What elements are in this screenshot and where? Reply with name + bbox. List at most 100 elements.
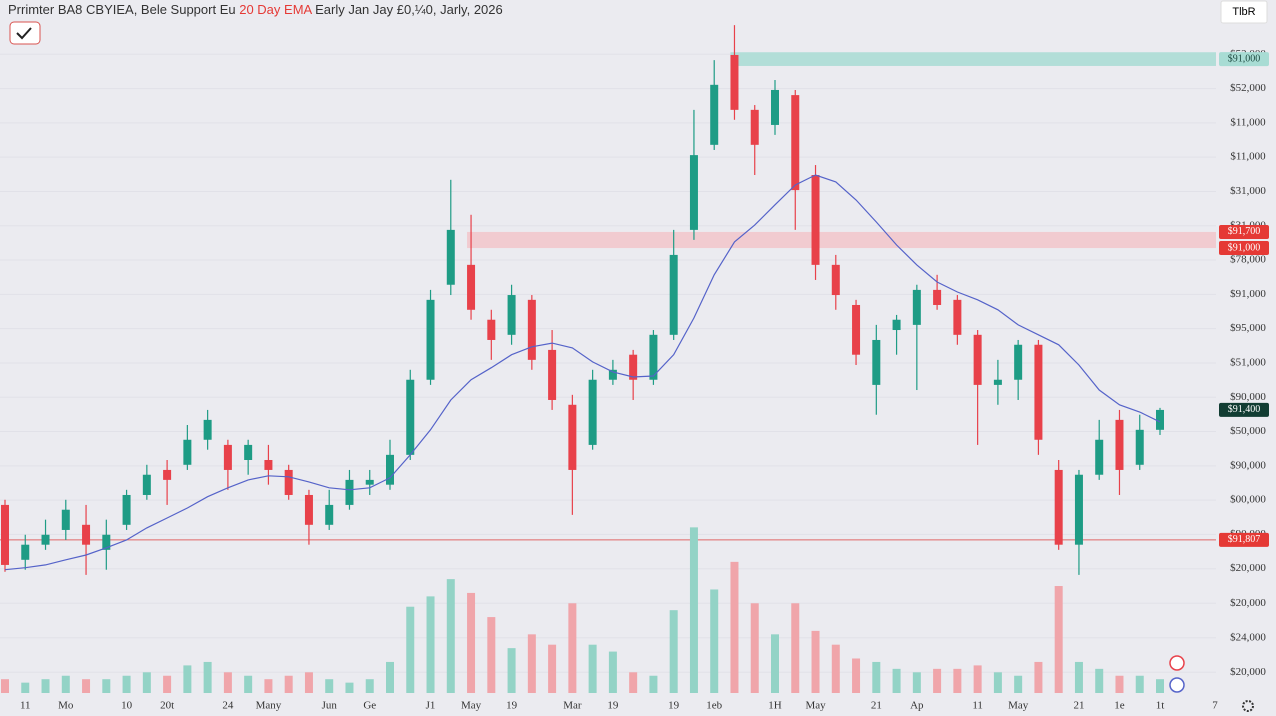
candle-body	[933, 289, 942, 305]
volume-bar	[365, 679, 374, 693]
y-tick-label: $91,000	[1230, 288, 1266, 300]
top-button[interactable]	[1220, 0, 1268, 24]
volume-bar	[406, 606, 415, 693]
volume-bar	[183, 665, 192, 693]
candle-body	[386, 454, 394, 485]
candle-body	[203, 419, 212, 440]
volume-bar	[386, 661, 394, 693]
candle-body	[852, 304, 861, 355]
volume-tick-label: $20,000	[1230, 666, 1266, 678]
settings-icon[interactable]	[1242, 700, 1254, 712]
toggle-button[interactable]	[9, 21, 41, 45]
plot: $20,000$90,000$00,000$90,000$50,000$90,0…	[0, 25, 1269, 712]
volume-tick-label: $20,000	[1230, 597, 1266, 609]
volume-bar	[1054, 586, 1063, 693]
x-tick-label: 21	[871, 700, 882, 712]
candle-body	[892, 319, 901, 331]
candle-body	[82, 524, 91, 545]
volume-bar	[507, 648, 516, 693]
volume-bar	[1034, 661, 1043, 693]
x-tick-label: 11	[972, 700, 983, 712]
candle-body	[993, 379, 1002, 385]
volume-bar	[142, 672, 151, 693]
candle-body	[1156, 409, 1164, 430]
candle-body	[791, 95, 800, 191]
volume-bar	[831, 644, 840, 693]
icon-button[interactable]	[1169, 677, 1185, 693]
candle-body	[608, 369, 617, 380]
volume-bar	[203, 661, 212, 693]
y-tick-label: $78,000	[1230, 254, 1266, 266]
candle-body	[61, 509, 70, 530]
candle-body	[264, 459, 273, 470]
candle-body	[426, 299, 435, 380]
top-button-label: TlbR	[1232, 6, 1255, 18]
candle-body	[284, 469, 293, 495]
candle-body	[183, 439, 192, 465]
volume-bar	[872, 661, 881, 693]
candle-body	[487, 319, 496, 340]
y-tick-label: $90,000	[1230, 459, 1266, 471]
candle-body	[122, 494, 131, 525]
candle-body	[1135, 429, 1144, 465]
price-tag	[1219, 532, 1269, 547]
x-tick-label: 24	[222, 700, 234, 712]
candle-body	[41, 534, 50, 545]
x-tick-label: Mar	[563, 700, 582, 712]
candle-body	[527, 299, 536, 360]
volume-bar	[771, 634, 779, 693]
price-tag-label: $91,400	[1228, 404, 1261, 415]
volume-bar	[1135, 675, 1144, 693]
volume-bar	[953, 668, 962, 693]
volume-tick-label: $24,000	[1230, 631, 1266, 643]
volume-bar	[892, 668, 901, 693]
candle-body	[223, 444, 232, 470]
volume-bar	[993, 672, 1002, 693]
check-icon	[16, 27, 32, 40]
candle-body	[446, 229, 455, 285]
candle-body	[1014, 344, 1023, 380]
x-tick-label: 1H	[768, 700, 782, 712]
volume-bar	[852, 658, 861, 693]
y-tick-label: $90,000	[1230, 391, 1266, 403]
volume-bar	[264, 679, 273, 693]
candle-body	[629, 354, 638, 380]
candle-body	[102, 534, 111, 550]
volume-bar	[426, 596, 435, 693]
y-tick-label: $95,000	[1230, 322, 1266, 334]
volume-bar	[649, 675, 658, 693]
x-tick-label: 1e	[1114, 700, 1125, 712]
icon-button[interactable]	[1169, 655, 1185, 671]
candle-body	[163, 469, 172, 480]
y-tick-label: $11,000	[1230, 151, 1266, 163]
volume-bar	[1074, 661, 1083, 693]
candle-body	[1115, 419, 1124, 470]
candle-body	[345, 479, 354, 505]
volume-bar	[61, 675, 70, 693]
candle-body	[669, 254, 678, 335]
zone	[730, 52, 1216, 66]
candle-body	[365, 479, 374, 485]
x-tick-label: 21	[1073, 700, 1084, 712]
candle-body	[872, 339, 881, 385]
volume-bar	[689, 527, 698, 693]
x-tick-label: May	[1008, 700, 1029, 712]
candle-body	[973, 334, 982, 385]
volume-bar	[1014, 675, 1023, 693]
volume-bar	[304, 672, 313, 693]
corner-label: 7	[1212, 700, 1218, 712]
x-tick-label: 1eb	[706, 700, 722, 712]
x-tick-label: 19	[668, 700, 680, 712]
volume-bar	[548, 644, 557, 693]
volume-bar	[41, 679, 50, 693]
candle-body	[548, 349, 557, 400]
candle-body	[1095, 439, 1104, 475]
candle-body	[1054, 469, 1063, 545]
price-tag-label: $91,807	[1228, 534, 1261, 545]
volume-bar	[912, 672, 921, 693]
volume-bar	[244, 675, 253, 693]
x-tick-label: May	[461, 700, 482, 712]
x-tick-label: Jun	[322, 700, 338, 712]
y-tick-label: $50,000	[1230, 425, 1266, 437]
